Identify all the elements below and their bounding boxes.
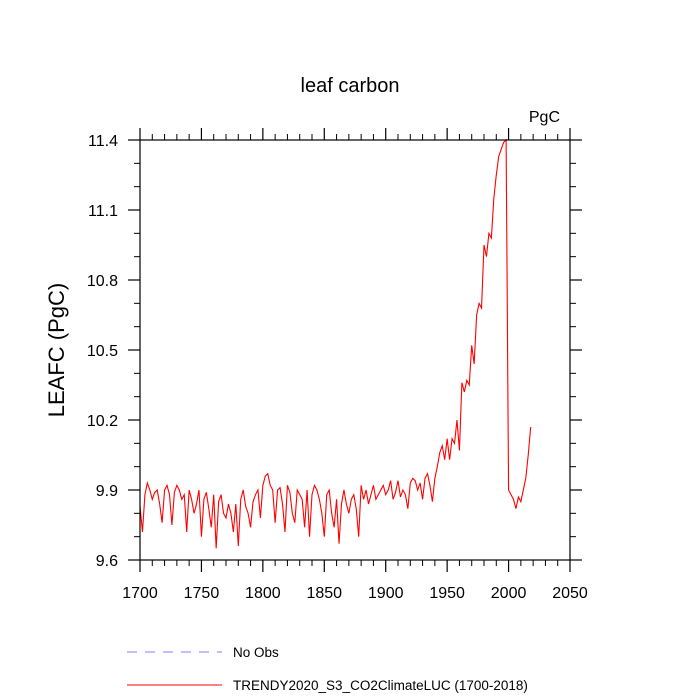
y-axis-label: LEAFC (PgC) [44,283,69,417]
y-tick-label: 9.6 [96,553,118,570]
x-tick-label: 1950 [429,585,465,602]
legend-label: TRENDY2020_S3_CO2ClimateLUC (1700-2018) [233,678,528,693]
y-tick-label: 10.5 [87,343,118,360]
y-tick-label: 10.2 [87,413,118,430]
axis-ticks [128,128,582,572]
legend-label: No Obs [233,645,279,660]
x-tick-label: 1750 [184,585,220,602]
legend: No Obs TRENDY2020_S3_CO2ClimateLUC (1700-… [127,645,528,693]
x-tick-label: 2050 [552,585,588,602]
x-tick-label: 1900 [368,585,404,602]
x-tick-label: 1800 [245,585,281,602]
y-tick-label: 11.1 [88,203,118,220]
y-tick-label: 9.9 [96,483,118,500]
x-tick-label: 1850 [306,585,342,602]
data-series [139,138,532,549]
y-tick-labels: 9.6 9.9 10.2 10.5 10.8 11.1 11.4 [87,133,118,570]
series-line [139,138,532,549]
units-label: PgC [529,109,560,126]
x-tick-labels: 1700 1750 1800 1850 1900 1950 2000 2050 [122,585,588,602]
y-tick-label: 11.4 [88,133,118,150]
plot-frame [139,139,571,561]
x-tick-label: 2000 [491,585,527,602]
x-tick-label: 1700 [122,585,158,602]
chart-title: leaf carbon [301,75,400,97]
y-tick-label: 10.8 [87,273,118,290]
